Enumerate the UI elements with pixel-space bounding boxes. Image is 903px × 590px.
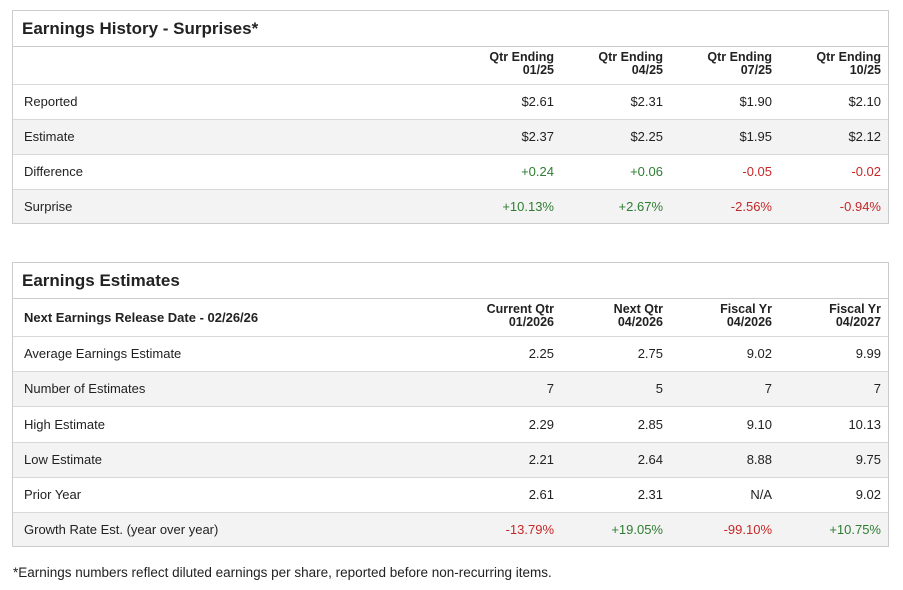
table-row: Low Estimate 2.21 2.64 8.88 9.75: [13, 443, 888, 478]
column-header: 04/25: [631, 63, 663, 77]
footnote: *Earnings numbers reflect diluted earnin…: [13, 565, 552, 580]
value-cell: $2.10: [848, 94, 881, 109]
value-cell: -13.79%: [505, 521, 554, 537]
value-cell: -2.56%: [730, 198, 772, 214]
value-cell: +0.24: [521, 164, 554, 179]
value-cell: 2.75: [637, 346, 663, 361]
row-label: High Estimate: [24, 416, 105, 432]
column-header: Qtr Ending: [707, 50, 772, 64]
value-cell: 9.02: [746, 346, 772, 361]
value-cell: 7: [546, 381, 554, 396]
value-cell: -99.10%: [723, 521, 772, 537]
header-label: Next Earnings Release Date - 02/26/26: [24, 310, 259, 325]
value-cell: 9.99: [855, 346, 881, 361]
value-cell: +10.75%: [829, 521, 881, 537]
value-cell: -0.02: [851, 164, 881, 179]
column-header: Qtr Ending: [598, 50, 663, 64]
value-cell: 9.02: [855, 487, 881, 502]
value-cell: 8.88: [746, 452, 772, 467]
value-cell: 9.10: [746, 416, 772, 432]
value-cell: -0.94%: [839, 198, 881, 214]
value-cell: 2.29: [528, 416, 554, 432]
value-cell: $2.37: [521, 129, 554, 144]
column-header: Fiscal Yr: [720, 302, 772, 316]
earnings-estimates: Earnings Estimates Next Earnings Release…: [12, 262, 889, 547]
value-cell: 2.85: [637, 416, 663, 432]
value-cell: +0.06: [630, 164, 663, 179]
column-header: 04/2026: [617, 315, 663, 329]
row-label: Prior Year: [24, 487, 82, 502]
column-header: Fiscal Yr: [829, 302, 881, 316]
table-row: Difference +0.24 +0.06 -0.05 -0.02: [13, 155, 888, 190]
value-cell: +19.05%: [611, 521, 663, 537]
value-cell: +10.13%: [502, 198, 554, 214]
value-cell: $2.25: [630, 129, 663, 144]
table-row: Surprise +10.13% +2.67% -2.56% -0.94%: [13, 190, 888, 223]
table-row: Prior Year 2.61 2.31 N/A 9.02: [13, 478, 888, 513]
column-header: 01/2026: [508, 315, 554, 329]
column-header: 04/2026: [726, 315, 772, 329]
value-cell: $2.12: [848, 129, 881, 144]
column-header: Qtr Ending: [816, 50, 881, 64]
value-cell: 2.64: [637, 452, 663, 467]
value-cell: -0.05: [742, 164, 772, 179]
row-label: Average Earnings Estimate: [24, 346, 182, 361]
column-header: Next Qtr: [613, 302, 663, 316]
row-label: Low Estimate: [24, 452, 103, 467]
column-header: 04/2027: [835, 315, 881, 329]
earnings-history: Earnings History - Surprises* Qtr Ending…: [12, 10, 889, 224]
column-header: 10/25: [849, 63, 881, 77]
table-row: Reported $2.61 $2.31 $1.90 $2.10: [13, 85, 888, 120]
row-label: Difference: [24, 164, 84, 179]
value-cell: 2.21: [528, 452, 554, 467]
row-label: Reported: [24, 94, 78, 109]
row-label: Number of Estimates: [24, 381, 146, 396]
value-cell: 9.75: [855, 452, 881, 467]
row-label: Estimate: [24, 129, 75, 144]
table-row: High Estimate 2.29 2.85 9.10 10.13: [13, 407, 888, 443]
header-row: Next Earnings Release Date - 02/26/26 Cur…: [13, 299, 888, 337]
column-header: Current Qtr: [486, 302, 554, 316]
table-row: Average Earnings Estimate 2.25 2.75 9.02 9.9…: [13, 337, 888, 372]
table-row: Number of Estimates 7 5 7 7: [13, 372, 888, 407]
column-header: Qtr Ending: [489, 50, 554, 64]
value-cell: +2.67%: [618, 198, 663, 214]
table-row: Growth Rate Est. (year over year) -13.79%…: [13, 513, 888, 546]
column-header: 01/25: [522, 63, 554, 77]
value-cell: $1.90: [739, 94, 772, 109]
row-label: Surprise: [24, 198, 73, 214]
section-title: Earnings Estimates: [13, 263, 888, 299]
value-cell: 2.61: [528, 487, 554, 502]
value-cell: 7: [764, 381, 772, 396]
header-row: Qtr Ending 01/25 Qtr Ending 04/25 Qtr Ending…: [13, 47, 888, 85]
value-cell: 5: [655, 381, 663, 396]
value-cell: 2.31: [637, 487, 663, 502]
value-cell: 2.25: [528, 346, 554, 361]
value-cell: 10.13: [848, 416, 881, 432]
value-cell: $2.31: [630, 94, 663, 109]
value-cell: N/A: [750, 487, 772, 502]
value-cell: $2.61: [521, 94, 554, 109]
row-label: Growth Rate Est. (year over year): [24, 521, 219, 537]
column-header: 07/25: [740, 63, 772, 77]
table-row: Estimate $2.37 $2.25 $1.95 $2.12: [13, 120, 888, 155]
value-cell: 7: [873, 381, 881, 396]
value-cell: $1.95: [739, 129, 772, 144]
section-title: Earnings History - Surprises*: [13, 11, 888, 47]
